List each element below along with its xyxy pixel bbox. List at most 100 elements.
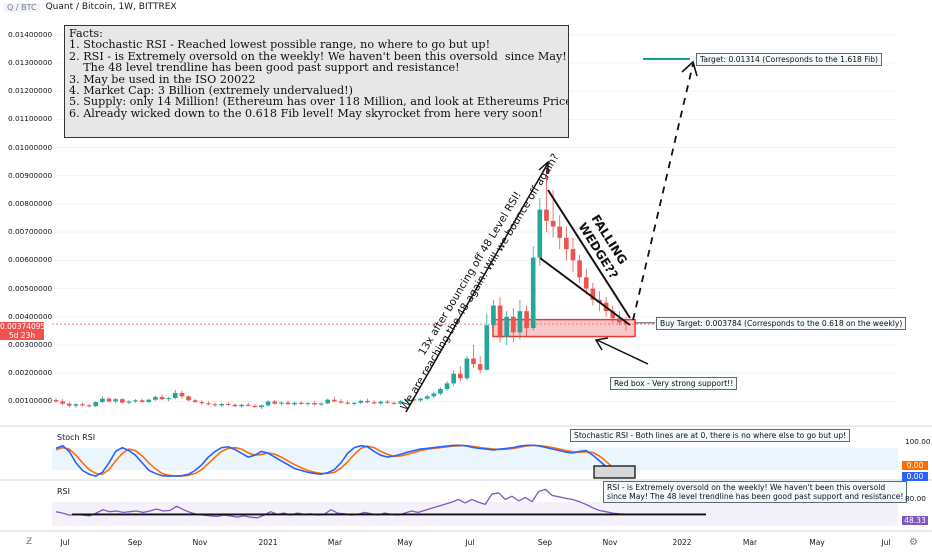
candle-body — [517, 311, 523, 333]
candle-body — [219, 403, 225, 406]
candle-body — [391, 402, 397, 404]
rsi-note: RSI - is Extremely oversold on the weekl… — [603, 481, 908, 503]
candle-body — [332, 399, 337, 402]
candle-body — [166, 398, 171, 400]
candle-body — [590, 288, 596, 300]
candle-body — [113, 399, 118, 402]
candle-body — [119, 399, 125, 403]
candle-body — [457, 373, 463, 379]
stoch-k-line — [55, 444, 627, 479]
red-box-callout: Red box - Very strong support!! — [610, 377, 738, 390]
candle-body — [404, 399, 410, 402]
candle-body — [86, 405, 92, 407]
candle-body — [60, 401, 65, 404]
candle-body — [610, 311, 616, 319]
candle-body — [464, 358, 470, 379]
candle-body — [179, 392, 185, 397]
candle-body — [73, 404, 79, 406]
candle-body — [312, 403, 317, 405]
x-tick-label: Jul — [881, 538, 891, 547]
candle-body — [226, 403, 231, 405]
candle-body — [550, 220, 556, 227]
x-tick-label: May — [809, 538, 825, 547]
current-price-value: 0.00374095 — [0, 322, 46, 331]
candle-body — [378, 401, 384, 404]
candle-body — [564, 237, 569, 250]
chart-header: Q / BTC Quant / Bitcoin, 1W, BITTREX — [4, 2, 177, 12]
candle-body — [192, 400, 198, 402]
candle-body — [451, 373, 456, 384]
candle-body — [93, 401, 99, 407]
y-tick-label: 0.01000000 — [8, 142, 53, 152]
candle-body — [583, 277, 589, 289]
wedge-upper-line — [547, 189, 631, 319]
candle-body — [318, 403, 324, 405]
y-tick-label: 0.00900000 — [8, 170, 53, 180]
x-tick-label: Jul — [465, 538, 475, 547]
x-tick-label: Mar — [742, 538, 758, 547]
candle-body — [252, 405, 258, 408]
candle-body — [530, 257, 536, 329]
x-tick-label: Sep — [537, 538, 553, 547]
candle-body — [537, 209, 543, 258]
stoch-axis-100: 100.00 — [905, 437, 931, 446]
candle-body — [100, 398, 105, 402]
candle-body — [431, 393, 437, 397]
chart-title: Quant / Bitcoin, 1W, BITTREX — [45, 2, 177, 12]
candle-body — [212, 404, 218, 406]
candle-body — [477, 364, 483, 370]
stoch-band — [52, 448, 898, 470]
y-tick-label: 0.00400000 — [8, 311, 53, 321]
candle-body — [444, 383, 450, 390]
candle-body — [385, 401, 390, 403]
y-tick-label: 0.00800000 — [8, 198, 53, 208]
candle-body — [524, 311, 529, 329]
y-tick-label: 0.01300000 — [8, 57, 53, 67]
candle-body — [623, 322, 629, 325]
rsi-axis-80: 80.00 — [905, 494, 926, 503]
candle-body — [325, 399, 331, 404]
candle-body — [491, 305, 496, 326]
candle-body — [570, 249, 576, 261]
candle-body — [338, 401, 344, 403]
y-tick-label: 0.00500000 — [8, 283, 53, 293]
buy-target-callout: Buy Target: 0.003784 (Corresponds to the… — [656, 317, 907, 330]
candle-body — [259, 405, 264, 408]
x-tick-label: 2022 — [672, 538, 692, 547]
candle-body — [159, 396, 165, 400]
candle-body — [471, 358, 476, 365]
candle-body — [557, 226, 563, 238]
candle-body — [345, 402, 350, 404]
candle-body — [544, 209, 549, 221]
candle-body — [126, 401, 132, 403]
support-pointer-arrow — [596, 339, 649, 365]
gear-icon[interactable]: ⚙ — [909, 537, 918, 548]
candle-body — [53, 400, 59, 402]
y-tick-label: 0.01200000 — [8, 86, 53, 96]
rsi-value-tag: 48.33 — [902, 516, 928, 525]
x-tick-label: Sep — [127, 538, 143, 547]
candle-body — [172, 392, 178, 399]
y-tick-label: 0.00300000 — [8, 340, 53, 349]
symbol-badge[interactable]: Q / BTC — [4, 2, 40, 12]
candle-body — [511, 316, 516, 333]
target-callout: Target: 0.01314 (Corresponds to the 1.61… — [696, 53, 883, 66]
y-tick-label: 0.01100000 — [8, 114, 53, 124]
y-tick-label: 0.00100000 — [8, 396, 53, 406]
y-tick-label: 0.00200000 — [8, 368, 53, 378]
timezone-icon[interactable]: Ƶ — [26, 537, 33, 547]
candle-body — [504, 316, 510, 337]
candle-body — [245, 404, 251, 406]
candle-body — [292, 402, 297, 405]
x-tick-label: Nov — [192, 538, 208, 547]
stoch-value-d: 0.00 — [902, 461, 928, 470]
candle-body — [80, 404, 85, 406]
candle-body — [411, 399, 417, 401]
stoch-bottom-box — [593, 465, 636, 479]
candle-body — [199, 401, 205, 404]
candle-body — [305, 403, 311, 405]
candle-body — [106, 398, 112, 402]
candle-body — [351, 402, 357, 404]
candle-body — [418, 398, 423, 401]
x-tick-label: May — [397, 538, 413, 547]
